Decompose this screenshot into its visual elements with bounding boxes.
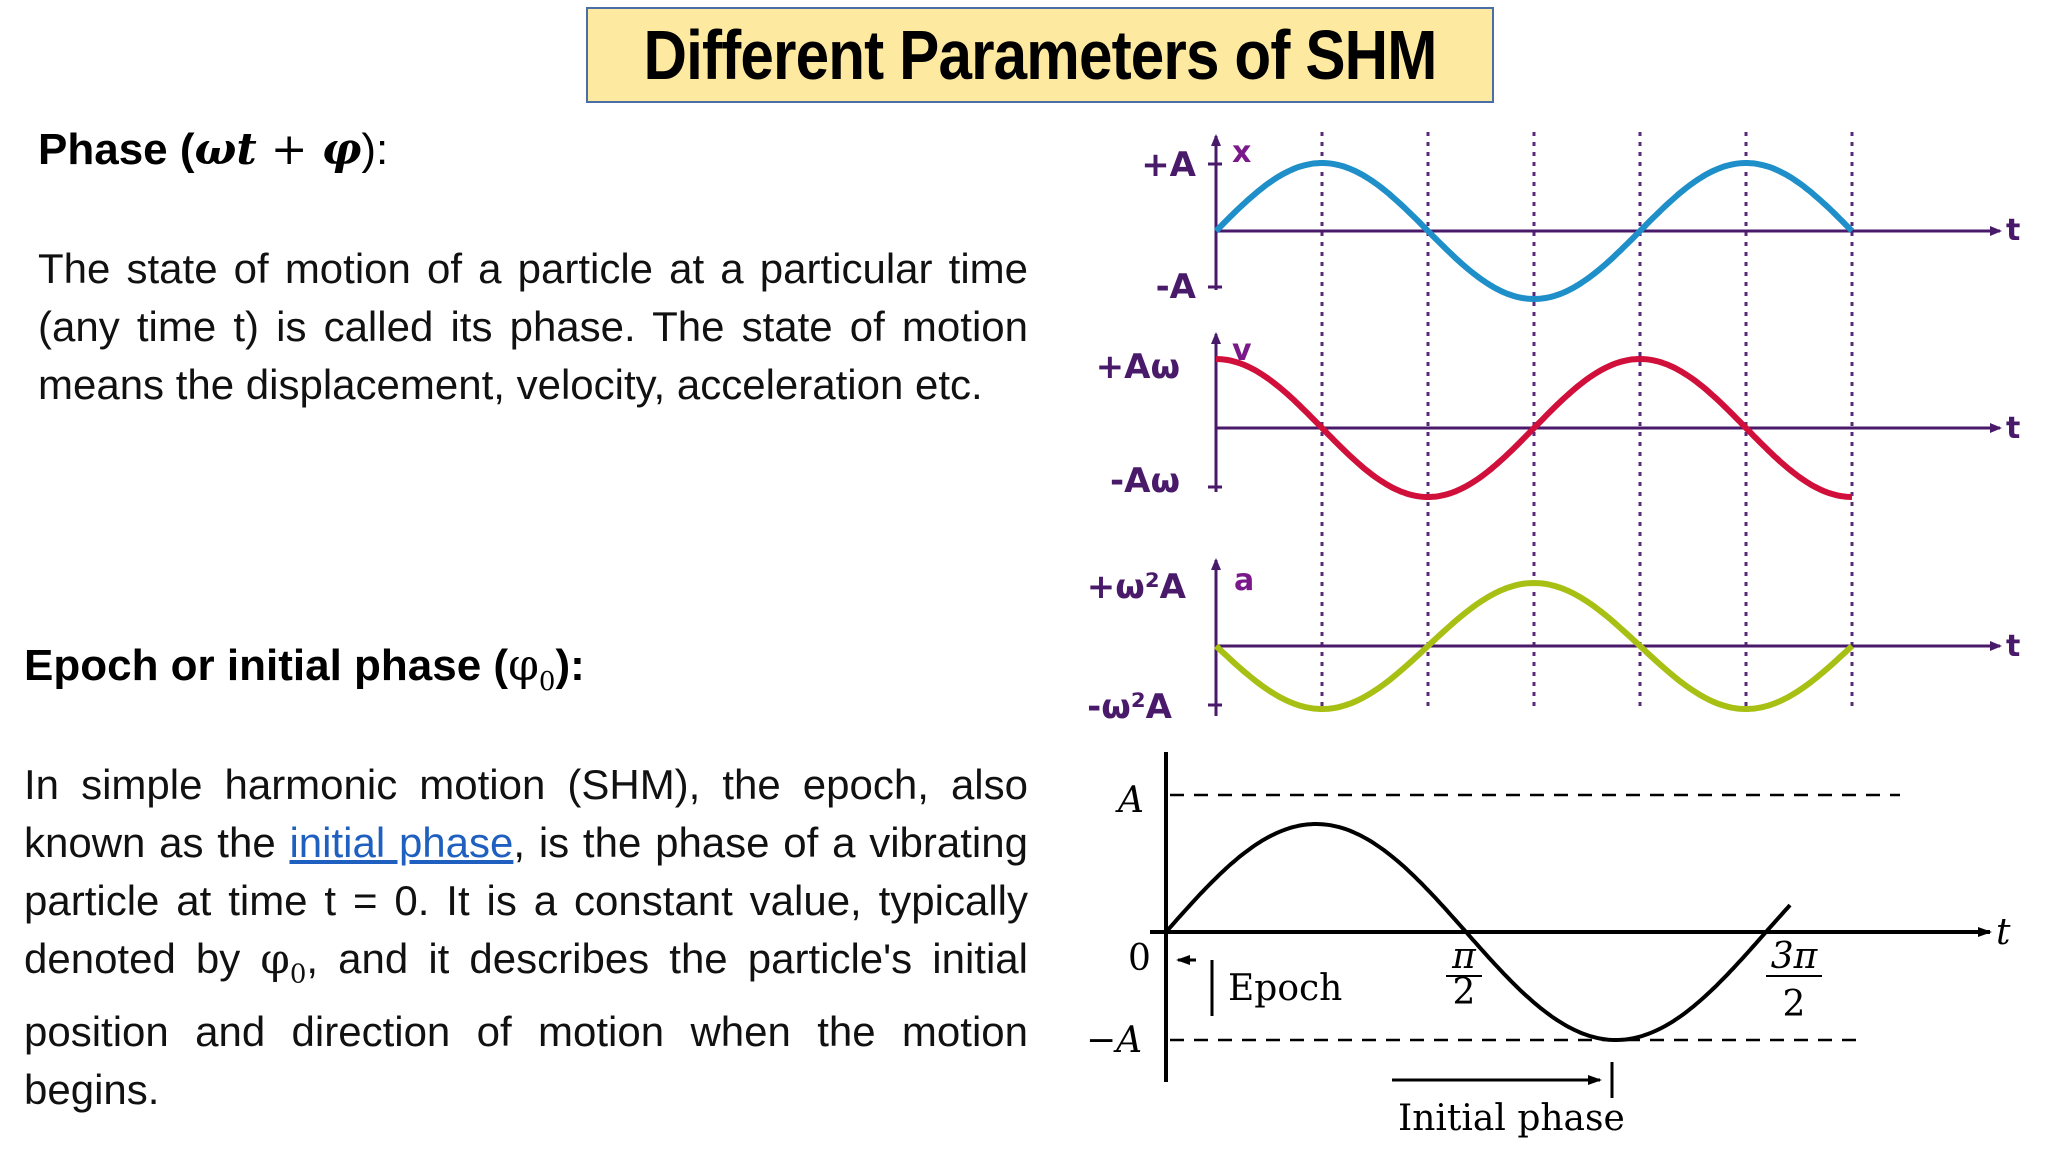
x-min-label: -A	[1156, 267, 1197, 307]
epoch-label: Epoch	[1228, 968, 1342, 1009]
title-box: Different Parameters of SHM	[586, 7, 1494, 103]
epoch-heading-prefix: Epoch or initial phase (	[24, 641, 509, 690]
acceleration-graph: +ω²A -ω²A a t	[1087, 558, 2020, 727]
x-t-label: t	[2006, 213, 2020, 248]
displacement-graph: +A -A x t	[1141, 134, 2020, 307]
x-max-label: +A	[1141, 145, 1196, 185]
a-t-label: t	[2006, 629, 2020, 664]
guide-lines	[1320, 132, 1854, 712]
phase-phi: φ	[321, 124, 362, 175]
three-pi-denominator: 2	[1783, 984, 1806, 1025]
epoch-graph: A −A 0 t π 2 3π 2 Epoch Initial phase	[1086, 752, 2011, 1139]
initial-phase-link[interactable]: initial phase	[289, 819, 514, 866]
epoch-text-2: , is the phase of a vibrating particle a…	[24, 819, 1028, 982]
phase-heading-prefix: Phase (	[38, 125, 195, 174]
a-axis-label: a	[1234, 563, 1254, 598]
a-max-label: +ω²A	[1087, 567, 1187, 607]
a-min-label: -ω²A	[1087, 687, 1173, 727]
epoch-text-1: In simple harmonic motion (SHM), the epo…	[24, 761, 1028, 866]
epoch-heading-phi: φ	[508, 640, 539, 691]
epoch-zero-label: 0	[1128, 938, 1151, 979]
epoch-curve	[1164, 822, 1792, 1042]
x-axis-label: x	[1232, 135, 1251, 170]
phase-paragraph: The state of motion of a particle at a p…	[38, 245, 1028, 408]
v-t-label: t	[2006, 411, 2020, 446]
v-max-label: +Aω	[1096, 347, 1180, 387]
three-pi-label: 3π	[1771, 936, 1819, 977]
epoch-paragraph: In simple harmonic motion (SHM), the epo…	[24, 756, 1028, 1119]
epoch-negA-label: −A	[1086, 1020, 1142, 1061]
epoch-phi: φ	[260, 934, 290, 983]
pi-label: π	[1451, 936, 1477, 977]
acceleration-curve	[1213, 579, 1855, 712]
v-axis-label: v	[1232, 333, 1252, 368]
phase-plus: +	[256, 124, 322, 175]
phase-heading-suffix: ):	[361, 125, 389, 174]
epoch-phi-sub: 0	[289, 959, 307, 990]
phase-heading: Phase (ωt + φ):	[38, 124, 388, 175]
epoch-heading-sub: 0	[538, 666, 556, 697]
phase-omega-t: ωt	[194, 124, 257, 175]
epoch-A-label: A	[1115, 780, 1144, 821]
epoch-t-label: t	[1996, 912, 2011, 953]
page-title: Different Parameters of SHM	[643, 16, 1437, 94]
velocity-graph: +Aω -Aω v t	[1096, 332, 2020, 501]
pi-denominator: 2	[1453, 972, 1476, 1013]
v-min-label: -Aω	[1110, 461, 1180, 501]
displacement-curve	[1213, 160, 1855, 303]
epoch-heading: Epoch or initial phase (φ0):	[24, 640, 585, 697]
initial-phase-label: Initial phase	[1398, 1098, 1625, 1139]
velocity-curve	[1215, 356, 1853, 500]
epoch-heading-suffix: ):	[555, 641, 585, 690]
epoch-text-3: , and it describes the particle's initia…	[24, 935, 1028, 1114]
